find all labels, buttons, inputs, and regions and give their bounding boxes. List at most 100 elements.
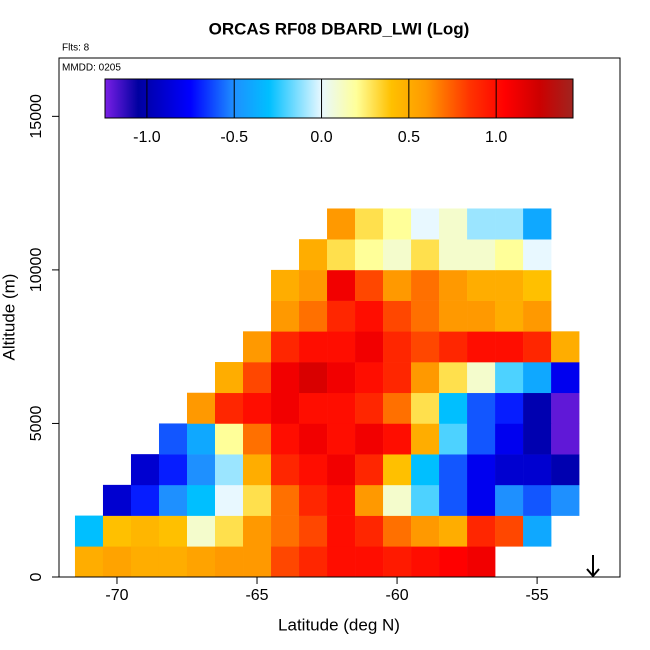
heat-cell bbox=[439, 454, 468, 486]
heat-cell bbox=[327, 239, 356, 271]
heat-cell bbox=[467, 392, 496, 424]
heat-cell bbox=[551, 331, 580, 363]
heat-cell bbox=[215, 423, 244, 455]
heat-cell bbox=[327, 392, 356, 424]
heat-cell bbox=[411, 392, 440, 424]
x-tick-label: -65 bbox=[245, 587, 268, 604]
heat-cell bbox=[383, 331, 412, 363]
heat-cell bbox=[551, 454, 580, 486]
heat-cell bbox=[411, 515, 440, 547]
heat-cell bbox=[243, 546, 272, 578]
heat-cell bbox=[411, 423, 440, 455]
heat-cell bbox=[355, 362, 384, 394]
heat-cell bbox=[495, 423, 524, 455]
heat-cell bbox=[271, 454, 300, 486]
heat-cell bbox=[186, 515, 216, 547]
heat-cell bbox=[327, 484, 356, 516]
heat-cell bbox=[439, 392, 468, 424]
heat-cell bbox=[523, 484, 552, 516]
heat-cell bbox=[411, 331, 440, 363]
heat-cell bbox=[467, 269, 496, 301]
y-axis-label: Altitude (m) bbox=[0, 274, 18, 361]
heat-cell bbox=[355, 484, 384, 516]
heat-cell bbox=[551, 484, 580, 516]
heat-cell bbox=[411, 208, 440, 240]
heat-cell bbox=[158, 454, 188, 486]
heat-cell bbox=[355, 546, 384, 578]
heat-cell bbox=[467, 362, 496, 394]
heat-cell bbox=[523, 239, 552, 271]
heat-cell bbox=[327, 454, 356, 486]
heat-cell bbox=[271, 484, 300, 516]
heat-cell bbox=[102, 546, 132, 578]
heat-cell bbox=[271, 331, 300, 363]
heat-cell bbox=[411, 454, 440, 486]
heat-cell bbox=[74, 546, 104, 578]
heat-cell bbox=[158, 423, 188, 455]
heat-cell bbox=[130, 515, 160, 547]
heat-cell bbox=[523, 362, 552, 394]
heat-cell bbox=[383, 239, 412, 271]
heat-cell bbox=[186, 546, 216, 578]
heat-cell bbox=[383, 515, 412, 547]
heat-cell bbox=[411, 362, 440, 394]
heat-cell bbox=[467, 208, 496, 240]
x-tick-label: -60 bbox=[385, 587, 408, 604]
heat-cell bbox=[327, 300, 356, 332]
heat-cell bbox=[439, 300, 468, 332]
heat-cell bbox=[383, 392, 412, 424]
heat-cell bbox=[439, 362, 468, 394]
heat-cell bbox=[383, 208, 412, 240]
heat-cell bbox=[411, 239, 440, 271]
x-axis-label: Latitude (deg N) bbox=[278, 615, 400, 634]
heat-cell bbox=[411, 546, 440, 578]
heat-cell bbox=[551, 392, 580, 424]
heat-cell bbox=[327, 208, 356, 240]
x-tick-label: -70 bbox=[105, 587, 128, 604]
heat-cell bbox=[467, 300, 496, 332]
colorbar-tick-label: -1.0 bbox=[133, 129, 161, 146]
heat-cell bbox=[215, 546, 244, 578]
heat-cell bbox=[271, 269, 300, 301]
heat-cell bbox=[299, 331, 328, 363]
heat-cell bbox=[355, 515, 384, 547]
heat-cell bbox=[299, 300, 328, 332]
heat-cell bbox=[243, 423, 272, 455]
heat-cell bbox=[523, 515, 552, 547]
colorbar bbox=[104, 78, 574, 119]
heat-cell bbox=[495, 484, 524, 516]
heat-cell bbox=[243, 362, 272, 394]
heat-cell bbox=[439, 423, 468, 455]
heat-cell bbox=[495, 392, 524, 424]
heat-cell bbox=[551, 423, 580, 455]
heat-cell bbox=[327, 423, 356, 455]
heat-cell bbox=[355, 392, 384, 424]
heat-cell bbox=[355, 239, 384, 271]
heat-cell bbox=[355, 423, 384, 455]
heat-cell bbox=[299, 239, 328, 271]
heat-cell bbox=[271, 362, 300, 394]
heat-cell bbox=[327, 546, 356, 578]
chart-title: ORCAS RF08 DBARD_LWI (Log) bbox=[209, 19, 470, 38]
heat-cell bbox=[130, 546, 160, 578]
heat-cell bbox=[411, 300, 440, 332]
heat-cell bbox=[383, 454, 412, 486]
colorbar-tick-label: 1.0 bbox=[485, 129, 507, 146]
heat-cell bbox=[299, 546, 328, 578]
heat-cell bbox=[495, 300, 524, 332]
heat-cell bbox=[523, 392, 552, 424]
heat-cell bbox=[523, 208, 552, 240]
heat-cell bbox=[523, 269, 552, 301]
heat-cell bbox=[355, 331, 384, 363]
heat-cell bbox=[467, 423, 496, 455]
heat-cell bbox=[355, 454, 384, 486]
heat-cell bbox=[299, 454, 328, 486]
date-note: MMDD: 0205 bbox=[62, 63, 121, 74]
heat-cell bbox=[495, 239, 524, 271]
heat-cell bbox=[495, 269, 524, 301]
heat-cell bbox=[215, 392, 244, 424]
x-tick-label: -55 bbox=[526, 587, 549, 604]
y-tick-label: 10000 bbox=[28, 248, 45, 293]
heat-cell bbox=[439, 546, 468, 578]
heat-cell bbox=[215, 454, 244, 486]
